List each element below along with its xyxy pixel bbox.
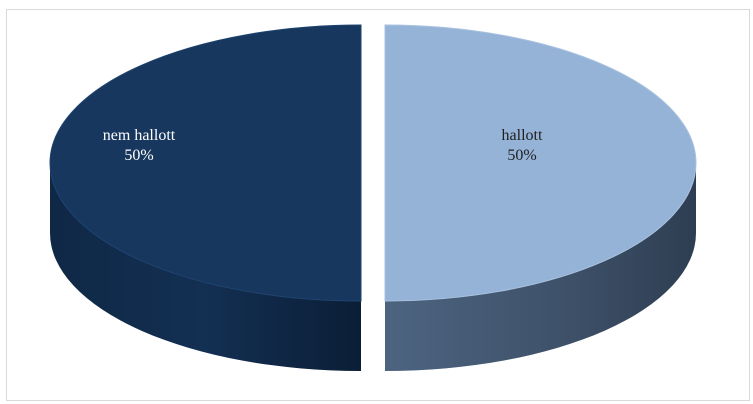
pie-slice-2: [384, 24, 697, 302]
pie-slice-percent-1: 50%: [124, 147, 153, 164]
pie-slice-percent-2: 50%: [507, 147, 536, 164]
pie-slice-label-1: nem hallott: [103, 127, 176, 144]
pie-slice-1: [49, 24, 362, 302]
pie-slice-label-2: hallott: [502, 127, 543, 144]
pie-slice-side-2: [385, 163, 696, 371]
pie-slice-side-1: [50, 163, 361, 371]
